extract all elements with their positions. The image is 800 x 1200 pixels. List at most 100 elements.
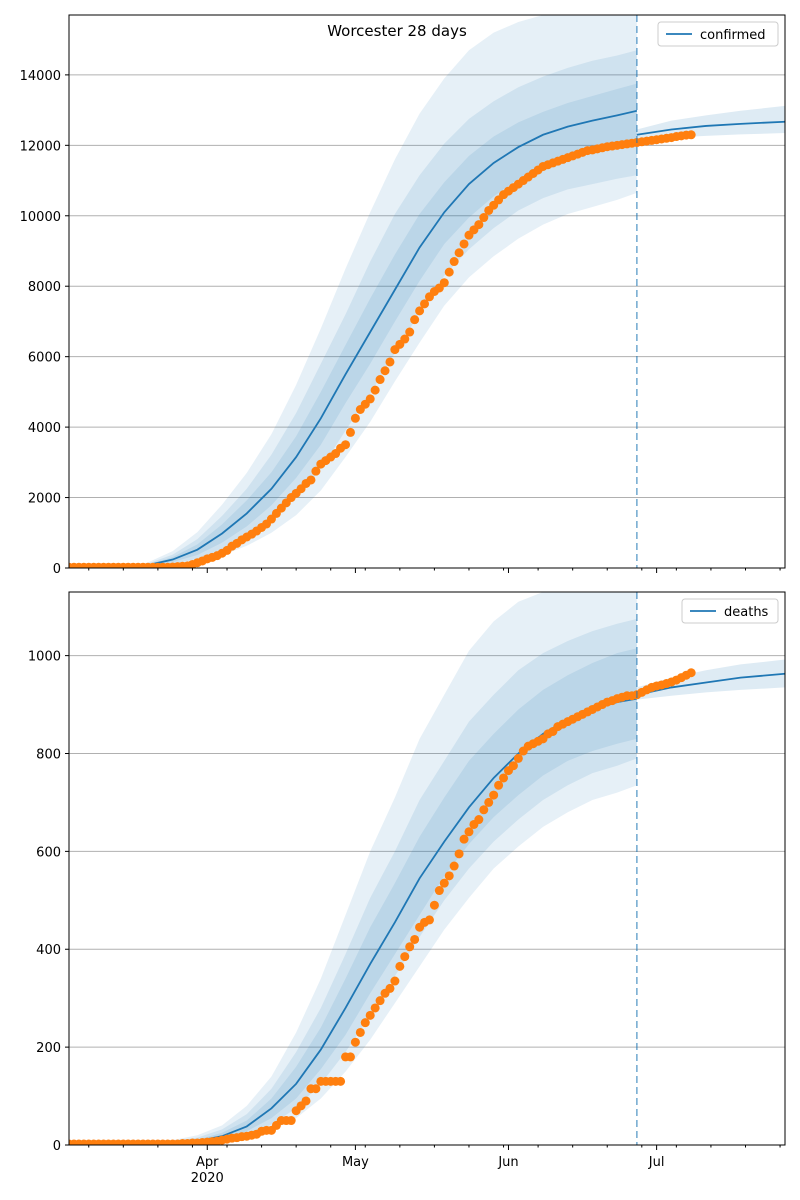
deaths-observed-point [395,961,405,971]
confirmed-observed-point [380,366,390,376]
confirmed-observed-point [370,385,380,395]
confirmed-chart: 0 2000 4000 6000 8000 10000 12000 14000 confirm… [20,14,786,577]
deaths-observed-point [489,790,499,800]
deaths-legend: deaths [681,598,779,624]
deaths-observed-point [286,1116,296,1126]
deaths-observed-point [494,780,504,790]
confirmed-forecast-band-area [636,105,785,141]
confirmed-axes [68,14,786,569]
confirmed-observed-point [479,213,489,223]
confirmed-legend-box [657,21,779,47]
confirmed-observed-point [449,257,459,267]
confirmed-y-tick-label: 0 [53,562,61,577]
deaths-axes-frame [68,591,786,1146]
x-tick-label: May [342,1155,369,1170]
deaths-observed-point [464,827,474,837]
confirmed-observed-point [345,427,355,437]
x-tick-sublabel: 2020 [191,1171,224,1186]
deaths-observed-point [311,1084,321,1094]
deaths-observed-point [449,861,459,871]
x-tick-label: Jun [497,1155,518,1170]
deaths-observed-points [69,668,696,1145]
deaths-axes [68,591,786,1146]
deaths-observed-point [410,934,420,944]
deaths-forecast-band [636,659,785,700]
deaths-y-ticks: 0 200 400 600 800 1000 [28,650,69,1154]
confirmed-model-line-layer [69,109,638,568]
deaths-legend-label: deaths [724,605,769,620]
confirmed-legend-label: confirmed [700,28,766,43]
deaths-observed-point [355,1027,365,1037]
figure-title: Worcester 28 days [327,22,467,40]
confirmed-y-tick-label: 2000 [28,492,61,507]
deaths-forecast-line [636,672,785,696]
deaths-observed-point [508,761,518,771]
confirmed-observed-point [454,248,464,258]
deaths-bands [69,592,637,1145]
x-tick-label: Jul [648,1155,665,1170]
deaths-observed-point [400,952,410,962]
confirmed-credible-band-3 [69,15,637,568]
deaths-y-tick-label: 0 [53,1139,61,1154]
confirmed-legend: confirmed [657,21,779,47]
deaths-forecast-line-layer [636,672,785,696]
deaths-observed-point [301,1096,311,1106]
deaths-credible-band-1 [69,648,637,1145]
confirmed-observed-point [306,475,316,485]
deaths-observed-point [405,942,415,952]
confirmed-forecast-band [636,105,785,141]
confirmed-observed-point [311,466,321,476]
confirmed-observed-point [420,299,430,309]
deaths-observed-point [360,1018,370,1028]
confirmed-observed-point [341,440,351,450]
confirmed-observed-point [410,315,420,325]
confirmed-model-line [69,109,638,568]
x-tick-label: Apr [196,1155,219,1170]
confirmed-observed-point [474,220,484,230]
confirmed-observed-point [686,130,696,140]
deaths-observed-point [375,996,385,1006]
deaths-observed-point [686,668,696,678]
confirmed-observed-point [405,327,415,337]
deaths-credible-band-2 [69,618,637,1145]
deaths-observed-point [474,815,484,825]
deaths-observed-point [350,1037,360,1047]
confirmed-y-tick-label: 14000 [20,69,61,84]
confirmed-observed-point [385,357,395,367]
deaths-y-tick-label: 200 [36,1041,61,1056]
deaths-observed-point [439,878,449,888]
confirmed-observed-point [444,267,454,277]
confirmed-forecast-line [636,120,785,136]
deaths-observed-point [385,983,395,993]
confirmed-observed-point [400,334,410,344]
confirmed-observed-point [365,394,375,404]
deaths-observed-point [459,834,469,844]
confirmed-observed-point [439,278,449,288]
deaths-observed-point [484,797,494,807]
confirmed-y-tick-label: 10000 [20,210,61,225]
confirmed-forecast-line-layer [636,120,785,136]
deaths-observed-point [429,900,439,910]
confirmed-bands [69,15,637,568]
deaths-credible-band-3 [69,592,637,1145]
confirmed-observed-point [350,413,360,423]
deaths-y-tick-label: 400 [36,943,61,958]
deaths-y-tick-label: 600 [36,845,61,860]
confirmed-observed-point [415,306,425,316]
deaths-observed-point [499,773,509,783]
deaths-observed-point [479,805,489,815]
deaths-observed-point [513,753,523,763]
confirmed-credible-band-2 [69,50,637,568]
deaths-y-tick-label: 1000 [28,650,61,665]
deaths-observed-point [365,1010,375,1020]
confirmed-axes-frame [68,14,786,569]
confirmed-observed-point [375,375,385,385]
deaths-y-tick-label: 800 [36,747,61,762]
confirmed-y-ticks: 0 2000 4000 6000 8000 10000 12000 14000 [20,69,69,577]
deaths-legend-box [681,598,779,624]
confirmed-y-tick-label: 4000 [28,421,61,436]
confirmed-grid [69,74,785,569]
deaths-observed-point [424,915,434,925]
